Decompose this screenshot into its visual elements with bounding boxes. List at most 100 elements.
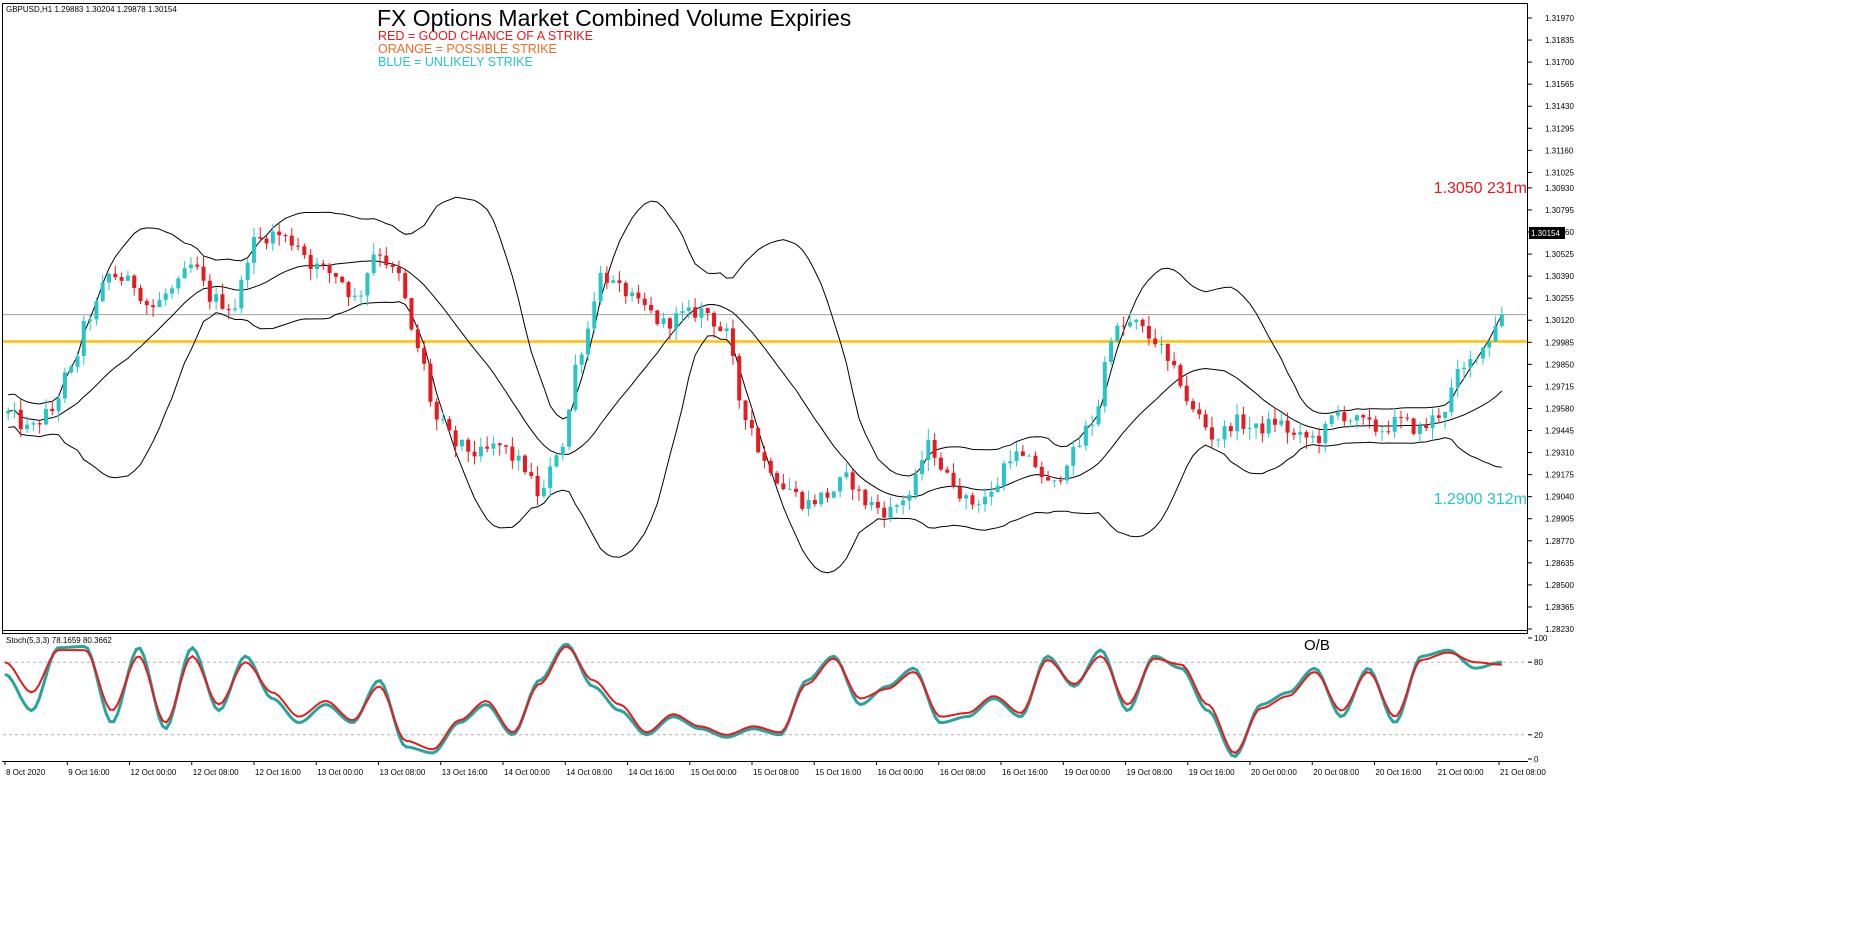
candle-bear xyxy=(1272,418,1277,425)
candle-bull xyxy=(920,460,925,475)
candle-bear xyxy=(510,446,515,461)
candle-bear xyxy=(693,307,698,318)
gridlines xyxy=(3,661,1527,736)
price-tick-label: 1.31160 xyxy=(1545,146,1574,155)
candle-bull xyxy=(806,499,811,509)
price-tick-label: 1.28365 xyxy=(1545,603,1574,612)
candle-bull xyxy=(1001,463,1006,486)
candle-bear xyxy=(119,277,124,281)
candle-bear xyxy=(951,472,956,487)
current-price-label: 1.30154 xyxy=(1531,229,1560,238)
candle-bear xyxy=(775,472,780,484)
candle-bear xyxy=(655,310,660,325)
candle-bear xyxy=(1285,420,1290,433)
price-tick-label: 1.29580 xyxy=(1545,404,1574,413)
candle-bull xyxy=(359,295,364,297)
candle-bear xyxy=(743,400,748,421)
candle-bear xyxy=(327,264,332,274)
candle-bear xyxy=(938,457,943,470)
candle-bear xyxy=(535,475,540,497)
candle-bear xyxy=(1411,418,1416,434)
price-tick-label: 1.29310 xyxy=(1545,449,1574,458)
candle-bear xyxy=(1386,431,1391,433)
candle-bear xyxy=(302,246,307,256)
candle-bull xyxy=(100,282,105,302)
candle-bull xyxy=(233,308,238,310)
candle-bull xyxy=(25,424,30,430)
time-axis: 8 Oct 2020 9 Oct 16:00 12 Oct 00:00 12 Oct … xyxy=(4,761,1546,777)
candle-bull xyxy=(573,364,578,410)
candle-bull xyxy=(478,446,483,457)
candle-bull xyxy=(106,273,111,283)
candle-bear xyxy=(793,488,798,493)
candle-bear xyxy=(18,409,23,430)
stoch-tick-label: 20 xyxy=(1534,731,1543,740)
candle-bear xyxy=(756,428,761,453)
candle-bull xyxy=(1071,446,1076,466)
candle-bull xyxy=(1064,465,1069,481)
candle-bear xyxy=(447,419,452,431)
time-tick-label: 15 Oct 08:00 xyxy=(753,768,799,777)
candle-bear xyxy=(529,472,534,476)
candle-bull xyxy=(1102,362,1107,407)
price-tick-label: 1.30120 xyxy=(1545,316,1574,325)
candle-bull xyxy=(976,504,981,506)
candle-bull xyxy=(371,254,376,274)
stoch-signal-line xyxy=(4,645,1502,754)
candle-bull xyxy=(163,293,168,300)
candle-bear xyxy=(718,326,723,331)
candle-bull xyxy=(1417,425,1422,434)
candle-bull xyxy=(1487,341,1492,348)
time-tick-label: 8 Oct 2020 xyxy=(6,768,46,777)
candle-bull xyxy=(1254,423,1259,428)
candle-bull xyxy=(1480,347,1485,359)
candle-bear xyxy=(749,420,754,429)
candle-bull xyxy=(1493,326,1498,342)
candle-bull xyxy=(585,328,590,355)
candle-bull xyxy=(1216,439,1221,441)
stoch-panel-bg xyxy=(2,634,1528,761)
price-tick-label: 1.29445 xyxy=(1545,427,1574,436)
candle-bull xyxy=(251,237,256,263)
candle-bull xyxy=(31,423,36,425)
time-tick-label: 21 Oct 00:00 xyxy=(1438,768,1484,777)
time-tick-label: 19 Oct 08:00 xyxy=(1127,768,1173,777)
candle-bear xyxy=(1373,419,1378,432)
candle-bull xyxy=(680,311,685,314)
candle-bear xyxy=(485,446,490,449)
candle-bull xyxy=(630,292,635,297)
candle-bear xyxy=(132,275,137,288)
candle-bear xyxy=(453,430,458,447)
price-tick-label: 1.31430 xyxy=(1545,102,1574,111)
candle-bear xyxy=(207,280,212,302)
candle-bear xyxy=(1153,338,1158,345)
time-tick-label: 13 Oct 00:00 xyxy=(317,768,363,777)
candle-bull xyxy=(844,472,849,478)
candle-bull xyxy=(1128,322,1132,327)
candle-bear xyxy=(384,255,389,266)
candle-bull xyxy=(1474,358,1479,360)
candle-bull xyxy=(75,356,80,367)
candle-bear xyxy=(856,489,861,491)
candle-bear xyxy=(1260,423,1265,434)
candle-bear xyxy=(1424,425,1429,429)
candle-bull xyxy=(1090,424,1095,426)
candle-bear xyxy=(472,451,477,457)
candle-bear xyxy=(403,273,408,299)
candles xyxy=(6,223,1504,528)
candle-bear xyxy=(258,237,263,239)
candle-bull xyxy=(926,440,931,461)
price-tick-label: 1.28635 xyxy=(1545,559,1574,568)
chart-title: FX Options Market Combined Volume Expiri… xyxy=(377,5,851,31)
overbought-label: O/B xyxy=(1304,637,1330,654)
candle-bear xyxy=(812,499,817,505)
candle-bear xyxy=(289,235,294,246)
candle-bull xyxy=(81,321,86,357)
candle-bear xyxy=(737,355,742,401)
candle-bull xyxy=(314,263,319,270)
price-tick-label: 1.28500 xyxy=(1545,581,1574,590)
candle-bear xyxy=(264,238,269,244)
time-tick-label: 14 Oct 16:00 xyxy=(629,768,675,777)
price-tick-label: 1.31025 xyxy=(1545,168,1574,177)
candle-bear xyxy=(1140,319,1145,327)
